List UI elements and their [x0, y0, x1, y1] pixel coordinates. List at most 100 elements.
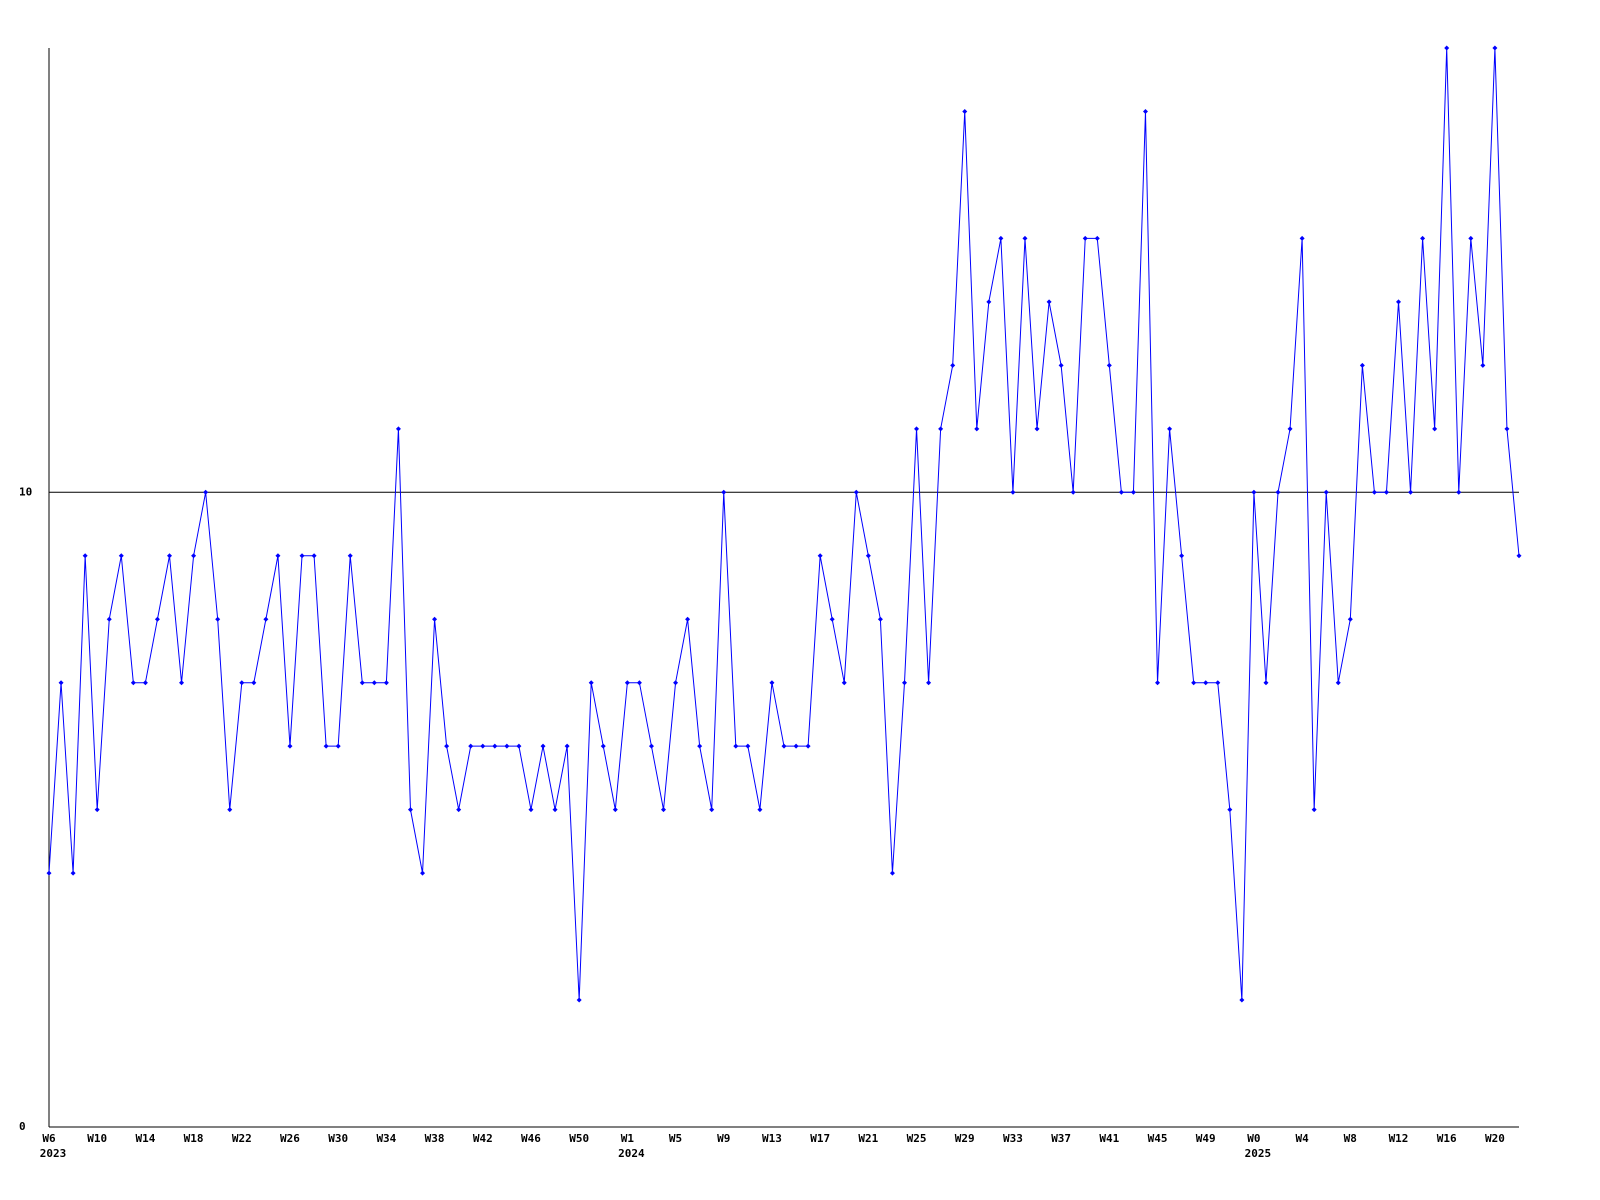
point	[1359, 362, 1365, 368]
point	[94, 807, 100, 813]
x-tick-label: W30	[328, 1132, 348, 1145]
point	[118, 553, 124, 559]
point	[395, 426, 401, 432]
point	[1492, 45, 1498, 51]
point	[974, 426, 980, 432]
point	[901, 680, 907, 686]
point	[624, 680, 630, 686]
x-tick-label: W50	[569, 1132, 589, 1145]
x-tick-label: W13	[762, 1132, 782, 1145]
point	[1106, 362, 1112, 368]
point	[673, 680, 679, 686]
point	[371, 680, 377, 686]
point	[311, 553, 317, 559]
x-tick-label: W16	[1437, 1132, 1457, 1145]
point	[721, 489, 727, 495]
point	[745, 743, 751, 749]
point	[383, 680, 389, 686]
x-tick-label: W38	[425, 1132, 445, 1145]
point	[962, 108, 968, 114]
point	[1046, 299, 1052, 305]
point	[359, 680, 365, 686]
point	[275, 553, 281, 559]
point	[914, 426, 920, 432]
point	[215, 616, 221, 622]
point	[1203, 680, 1209, 686]
point	[263, 616, 269, 622]
x-tick-label: W41	[1099, 1132, 1119, 1145]
point	[1010, 489, 1016, 495]
point	[420, 870, 426, 876]
x-tick-label: W17	[810, 1132, 830, 1145]
x-tick-label: W0	[1247, 1132, 1260, 1145]
point	[142, 680, 148, 686]
point	[432, 616, 438, 622]
point	[1275, 489, 1281, 495]
point	[1130, 489, 1136, 495]
point	[600, 743, 606, 749]
x-tick-label: W12	[1389, 1132, 1409, 1145]
point	[853, 489, 859, 495]
point	[817, 553, 823, 559]
point	[781, 743, 787, 749]
point	[697, 743, 703, 749]
point	[564, 743, 570, 749]
point	[166, 553, 172, 559]
point	[528, 807, 534, 813]
year-label: 2024	[618, 1147, 645, 1160]
point	[950, 362, 956, 368]
point	[480, 743, 486, 749]
point	[648, 743, 654, 749]
point	[636, 680, 642, 686]
x-tick-label: W26	[280, 1132, 300, 1145]
point	[179, 680, 185, 686]
point	[1034, 426, 1040, 432]
x-tick-label: W9	[717, 1132, 730, 1145]
point	[552, 807, 558, 813]
point	[1179, 553, 1185, 559]
point	[733, 743, 739, 749]
x-tick-label: W6	[42, 1132, 56, 1145]
x-tick-label: W14	[135, 1132, 155, 1145]
point	[299, 553, 305, 559]
point	[106, 616, 112, 622]
point	[46, 870, 52, 876]
point	[1504, 426, 1510, 432]
point	[1432, 426, 1438, 432]
point	[926, 680, 932, 686]
point	[335, 743, 341, 749]
point	[877, 616, 883, 622]
point	[1142, 108, 1148, 114]
point	[1323, 489, 1329, 495]
point	[70, 870, 76, 876]
point	[1058, 362, 1064, 368]
point	[1167, 426, 1173, 432]
point	[1251, 489, 1257, 495]
point	[1456, 489, 1462, 495]
point	[1371, 489, 1377, 495]
x-tick-label: W46	[521, 1132, 541, 1145]
point	[154, 616, 160, 622]
point	[841, 680, 847, 686]
x-tick-label: W10	[87, 1132, 107, 1145]
point	[1094, 235, 1100, 241]
point	[793, 743, 799, 749]
point	[1335, 680, 1341, 686]
x-tick-label: W25	[907, 1132, 927, 1145]
point	[1383, 489, 1389, 495]
point	[865, 553, 871, 559]
point	[612, 807, 618, 813]
point	[757, 807, 763, 813]
point	[1444, 45, 1450, 51]
point	[504, 743, 510, 749]
point	[1070, 489, 1076, 495]
x-tick-label: W21	[858, 1132, 878, 1145]
point	[191, 553, 197, 559]
point	[492, 743, 498, 749]
x-tick-label: W34	[376, 1132, 396, 1145]
y-tick-label: 10	[19, 485, 32, 498]
x-tick-label: W45	[1148, 1132, 1168, 1145]
point	[1299, 235, 1305, 241]
point	[829, 616, 835, 622]
